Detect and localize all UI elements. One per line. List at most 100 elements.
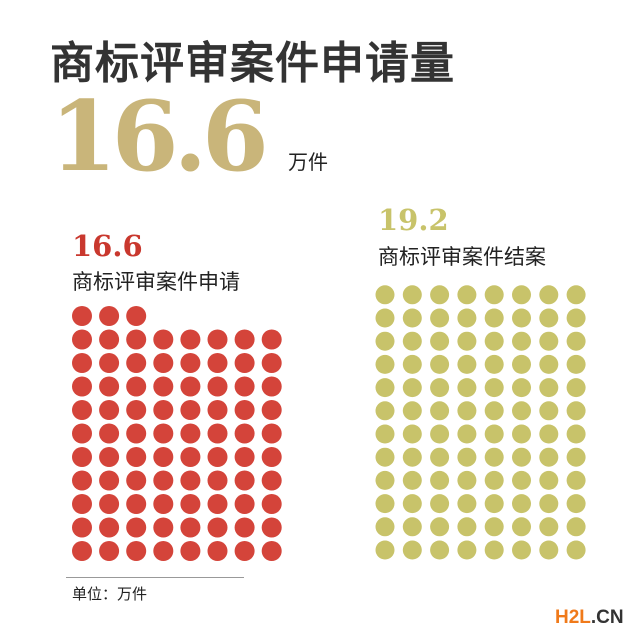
application-dot xyxy=(261,541,282,561)
closed-case-dot xyxy=(457,331,477,351)
closed-cases-label: 商标评审案件结案 xyxy=(378,245,546,269)
application-dot xyxy=(126,400,147,420)
closed-case-dot xyxy=(484,354,504,374)
closed-case-dot xyxy=(566,378,586,398)
closed-case-dot xyxy=(375,494,395,514)
closed-case-dot xyxy=(539,540,559,560)
closed-case-dot xyxy=(375,401,395,421)
closed-case-dot xyxy=(539,424,559,444)
closed-case-dot xyxy=(430,354,450,374)
closed-case-dot xyxy=(484,308,504,328)
closed-case-dot xyxy=(457,517,477,537)
closed-case-dot xyxy=(402,424,422,444)
application-dot xyxy=(153,517,174,538)
closed-case-dot xyxy=(484,494,504,514)
application-dot xyxy=(72,376,92,397)
application-dot xyxy=(234,470,255,491)
application-dot xyxy=(207,423,228,444)
application-dot xyxy=(153,400,174,420)
application-dot xyxy=(72,470,92,491)
closed-case-dot xyxy=(457,540,477,560)
closed-case-dot xyxy=(539,470,559,490)
closed-case-dot xyxy=(457,447,477,467)
closed-case-dot xyxy=(484,447,504,467)
closed-case-dot xyxy=(566,308,586,328)
closed-case-dot xyxy=(375,424,395,444)
application-dot xyxy=(126,494,147,514)
closed-case-dot xyxy=(430,470,450,490)
closed-case-dot xyxy=(402,470,422,490)
closed-case-dot xyxy=(402,285,422,305)
closed-case-dot xyxy=(484,401,504,421)
closed-case-dot xyxy=(566,424,586,444)
application-dot xyxy=(180,447,201,467)
application-dot xyxy=(99,423,120,444)
closed-case-dot xyxy=(566,494,586,514)
closed-case-dot xyxy=(457,401,477,421)
closed-case-dot xyxy=(457,378,477,398)
closed-case-dot xyxy=(539,354,559,374)
closed-case-dot xyxy=(512,354,531,374)
application-dot xyxy=(261,329,282,350)
application-dot xyxy=(180,541,201,561)
application-dot xyxy=(99,447,120,467)
closed-case-dot xyxy=(539,378,559,398)
closed-case-dot xyxy=(566,331,586,351)
application-dot xyxy=(99,494,120,514)
application-dot xyxy=(261,517,282,538)
application-dot xyxy=(153,423,174,444)
closed-case-dot xyxy=(512,424,531,444)
closed-case-dot xyxy=(375,308,395,328)
watermark-part1: H2L xyxy=(555,607,591,628)
application-dot xyxy=(126,306,147,326)
closed-case-dot xyxy=(402,308,422,328)
closed-case-dot xyxy=(539,401,559,421)
application-dot xyxy=(234,494,255,514)
watermark-logo: H2L.CN xyxy=(555,608,624,627)
application-dot xyxy=(153,353,174,373)
application-dot xyxy=(261,447,282,467)
closed-case-dot xyxy=(402,378,422,398)
closed-case-dot xyxy=(402,494,422,514)
application-dot xyxy=(72,353,92,373)
closed-case-dot xyxy=(566,540,586,560)
application-dot xyxy=(72,400,92,420)
closed-case-dot xyxy=(402,540,422,560)
application-dot xyxy=(126,353,147,373)
closed-case-dot xyxy=(512,540,531,560)
application-dot xyxy=(261,353,282,373)
closed-case-dot xyxy=(566,354,586,374)
closed-case-dot xyxy=(484,331,504,351)
application-dot xyxy=(153,541,174,561)
application-dot xyxy=(126,423,147,444)
watermark-part2: .CN xyxy=(590,607,624,628)
application-dot xyxy=(261,376,282,397)
application-dot xyxy=(207,541,228,561)
closed-case-dot xyxy=(539,517,559,537)
closed-case-dot xyxy=(484,517,504,537)
application-dot xyxy=(234,517,255,538)
closed-case-dot xyxy=(375,331,395,351)
closed-case-dot xyxy=(539,447,559,467)
application-dot xyxy=(153,494,174,514)
application-dot xyxy=(126,376,147,397)
applications-value: 16.6 xyxy=(72,229,143,263)
application-dot xyxy=(72,423,92,444)
application-dot xyxy=(99,306,120,326)
application-dot xyxy=(207,376,228,397)
closed-case-dot xyxy=(484,424,504,444)
application-dot xyxy=(99,376,120,397)
application-dot xyxy=(99,541,120,561)
closed-case-dot xyxy=(566,401,586,421)
application-dot xyxy=(180,329,201,350)
closed-case-dot xyxy=(566,285,586,305)
closed-case-dot xyxy=(512,447,531,467)
closed-case-dot xyxy=(457,470,477,490)
closed-case-dot xyxy=(457,494,477,514)
application-dot xyxy=(261,423,282,444)
closed-case-dot xyxy=(402,354,422,374)
application-dot xyxy=(180,423,201,444)
closed-case-dot xyxy=(566,517,586,537)
closed-case-dot xyxy=(512,378,531,398)
